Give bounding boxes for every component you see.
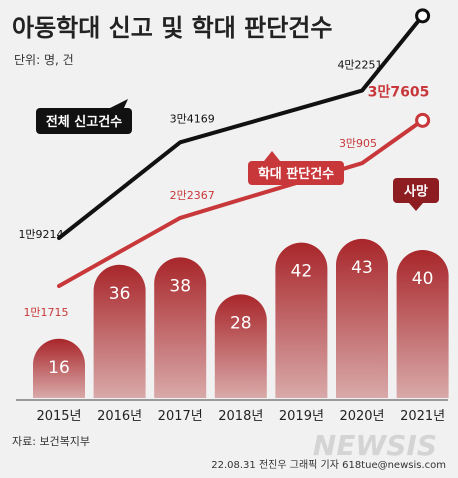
total-label-2015: 1만9214	[18, 228, 63, 241]
bar-death-2021	[396, 250, 449, 398]
chart-title: 아동학대 신고 및 학대 판단건수	[12, 14, 332, 42]
source-label: 자료: 보건복지부	[12, 435, 90, 448]
unit-label: 단위: 명, 건	[14, 53, 74, 67]
legend-abuse: 학대 판단건수	[248, 151, 344, 185]
legend-total: 전체 신고건수	[36, 99, 132, 134]
legend-death-text: 사망	[404, 184, 428, 200]
legend-death-box	[393, 178, 439, 203]
legend-total-text: 전체 신고건수	[46, 114, 122, 130]
line-end-marker-total	[415, 8, 431, 24]
bar-label-2015: 16	[48, 358, 70, 378]
total-label-2017: 3만4169	[170, 112, 215, 125]
abuse-label-2017: 2만2367	[170, 189, 215, 202]
legend-abuse-text: 학대 판단건수	[258, 166, 334, 182]
x-tick-2021: 2021년	[400, 409, 445, 424]
x-tick-2020: 2020년	[339, 409, 384, 424]
bar-label-2021: 40	[412, 269, 434, 289]
bar-label-2017: 38	[169, 276, 191, 296]
abuse-label-2021: 3만7605	[368, 84, 430, 100]
line-total-reports	[57, 13, 425, 240]
x-tick-2016: 2016년	[97, 409, 142, 424]
legend-death: 사망	[393, 178, 439, 211]
abuse-label-2020: 3만905	[339, 137, 377, 150]
legend-death-pointer	[409, 203, 423, 211]
legend-total-pointer	[110, 99, 128, 108]
line-abuse-judgments	[57, 118, 425, 288]
bar-death-2015	[33, 338, 85, 398]
bars-layer: 16 36 38 28 42 43 40	[33, 238, 449, 398]
lines-layer: 1만92143만41694만22515만39321만17152만23673만90…	[18, 8, 431, 319]
credit-label: 22.08.31 전진우 그래픽 기자 618tue@newsis.com	[211, 459, 446, 471]
line-end-marker-abuse	[415, 112, 431, 128]
bar-death-2016	[93, 264, 146, 398]
legend-total-box	[36, 108, 132, 134]
bar-death-2017	[154, 257, 207, 398]
x-tick-2017: 2017년	[158, 409, 203, 424]
x-tick-2018: 2018년	[218, 409, 263, 424]
abuse-label-2015: 1만1715	[23, 306, 68, 319]
bar-death-2019	[275, 242, 328, 398]
bar-death-2018	[214, 294, 267, 398]
watermark: NEWSIS	[313, 429, 437, 462]
bar-death-2020	[336, 238, 388, 398]
x-tick-2019: 2019년	[279, 409, 324, 424]
legend-abuse-pointer	[264, 151, 280, 161]
bar-label-2018: 28	[230, 313, 252, 333]
bar-label-2016: 36	[109, 284, 131, 304]
legend-abuse-box	[248, 161, 344, 185]
total-label-2020: 4만2251	[337, 59, 382, 72]
x-axis: 2015년 2016년 2017년 2018년 2019년 2020년 2021년	[16, 399, 448, 424]
x-tick-2015: 2015년	[36, 409, 81, 424]
bar-label-2020: 43	[351, 258, 373, 278]
bar-label-2019: 42	[291, 262, 313, 282]
